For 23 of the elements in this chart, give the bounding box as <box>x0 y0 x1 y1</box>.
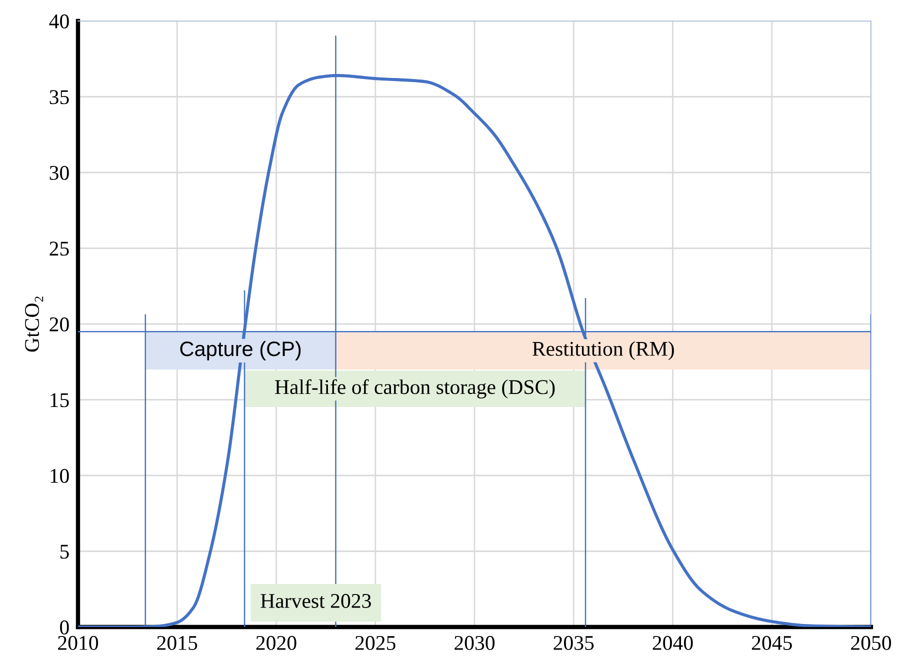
y-tick-label: 0 <box>60 620 69 634</box>
band-label: Half-life of carbon storage (DSC) <box>275 379 555 398</box>
y-tick-label: 35 <box>50 90 69 104</box>
x-tick-label: 2040 <box>652 636 693 650</box>
x-tick-label: 2050 <box>851 636 892 650</box>
x-tick-label: 2035 <box>554 636 594 650</box>
x-tick-label: 2015 <box>157 636 198 650</box>
x-tick-label: 2025 <box>355 636 396 650</box>
y-tick-label: 40 <box>49 14 69 28</box>
y-tick-label: 10 <box>50 468 69 483</box>
x-tick-label: 2045 <box>752 636 792 650</box>
band-label: Capture (CP) <box>180 340 301 360</box>
x-tick-label: 2030 <box>454 636 495 650</box>
y-tick-label: 15 <box>50 393 69 408</box>
y-axis-title: GtCO₂ <box>25 296 44 352</box>
band-label: Restitution (RM) <box>532 341 674 360</box>
y-tick-label: 30 <box>50 166 69 180</box>
x-tick-label: 2020 <box>256 636 296 650</box>
y-tick-label: 20 <box>50 317 69 332</box>
x-tick-label: 2010 <box>58 636 98 650</box>
y-tick-label: 5 <box>60 544 69 559</box>
annotation: Harvest 2023 <box>260 594 371 608</box>
y-tick-label: 25 <box>50 242 69 256</box>
